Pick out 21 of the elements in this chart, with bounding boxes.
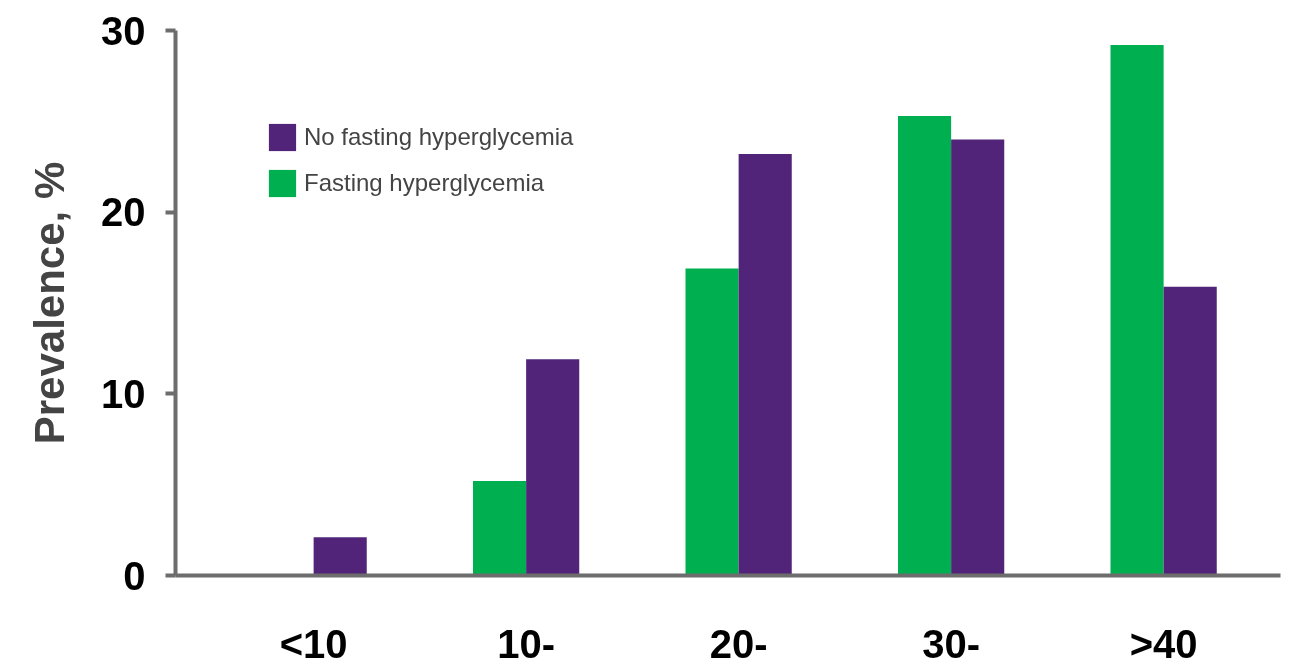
- bar: [526, 359, 580, 576]
- bar: [738, 154, 792, 576]
- y-axis-title: Prevalence, %: [26, 161, 74, 445]
- legend-label: No fasting hyperglycemia: [304, 123, 574, 151]
- bar: [898, 115, 952, 576]
- y-tick-label: 20: [101, 190, 146, 235]
- bar: [1110, 45, 1164, 576]
- bar: [951, 139, 1005, 576]
- bar: [313, 537, 367, 576]
- y-tick-label: 30: [101, 8, 146, 53]
- x-tick-label: 20-: [709, 621, 768, 666]
- legend-label: Fasting hyperglycemia: [304, 169, 545, 197]
- x-tick-label: <10: [279, 621, 348, 666]
- bar: [473, 481, 527, 576]
- y-tick-label: 10: [101, 371, 146, 416]
- y-tick-label: 0: [123, 553, 146, 598]
- x-tick-label: >40: [1129, 621, 1198, 666]
- bar: [1163, 286, 1217, 576]
- x-tick-label: 10-: [497, 621, 556, 666]
- bar: [685, 268, 739, 576]
- x-tick-label: 30-: [922, 621, 981, 666]
